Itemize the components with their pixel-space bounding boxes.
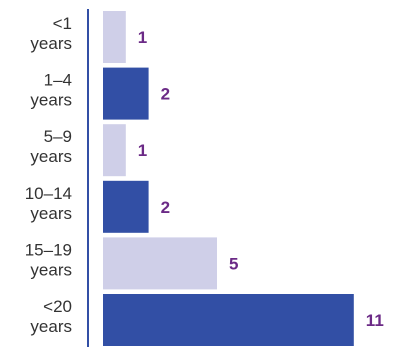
category-label-2: 5–9 years xyxy=(30,127,72,166)
value-label-0: 1 xyxy=(138,28,147,47)
category-label-4: 15–19 years xyxy=(25,240,72,279)
bar-1 xyxy=(103,67,149,120)
bar-4 xyxy=(103,237,217,290)
value-label-1: 2 xyxy=(161,85,170,104)
bar-5 xyxy=(103,294,354,346)
category-label-5: <20 years xyxy=(30,297,72,336)
labels-group: <1 years 1 1–4 years 2 5–9 years 1 10–14 years 2 15–… xyxy=(25,14,384,336)
category-label-1: 1–4 years xyxy=(30,71,72,110)
value-label-3: 2 xyxy=(161,198,170,217)
value-label-2: 1 xyxy=(138,141,147,160)
value-label-5: 11 xyxy=(366,311,384,330)
bar-3 xyxy=(103,180,149,233)
bars-group xyxy=(103,11,354,346)
bar-2 xyxy=(103,124,126,177)
category-label-0: <1 years xyxy=(30,14,72,53)
category-label-3: 10–14 years xyxy=(25,184,72,223)
bar-0 xyxy=(103,11,126,63)
value-label-4: 5 xyxy=(229,254,238,273)
